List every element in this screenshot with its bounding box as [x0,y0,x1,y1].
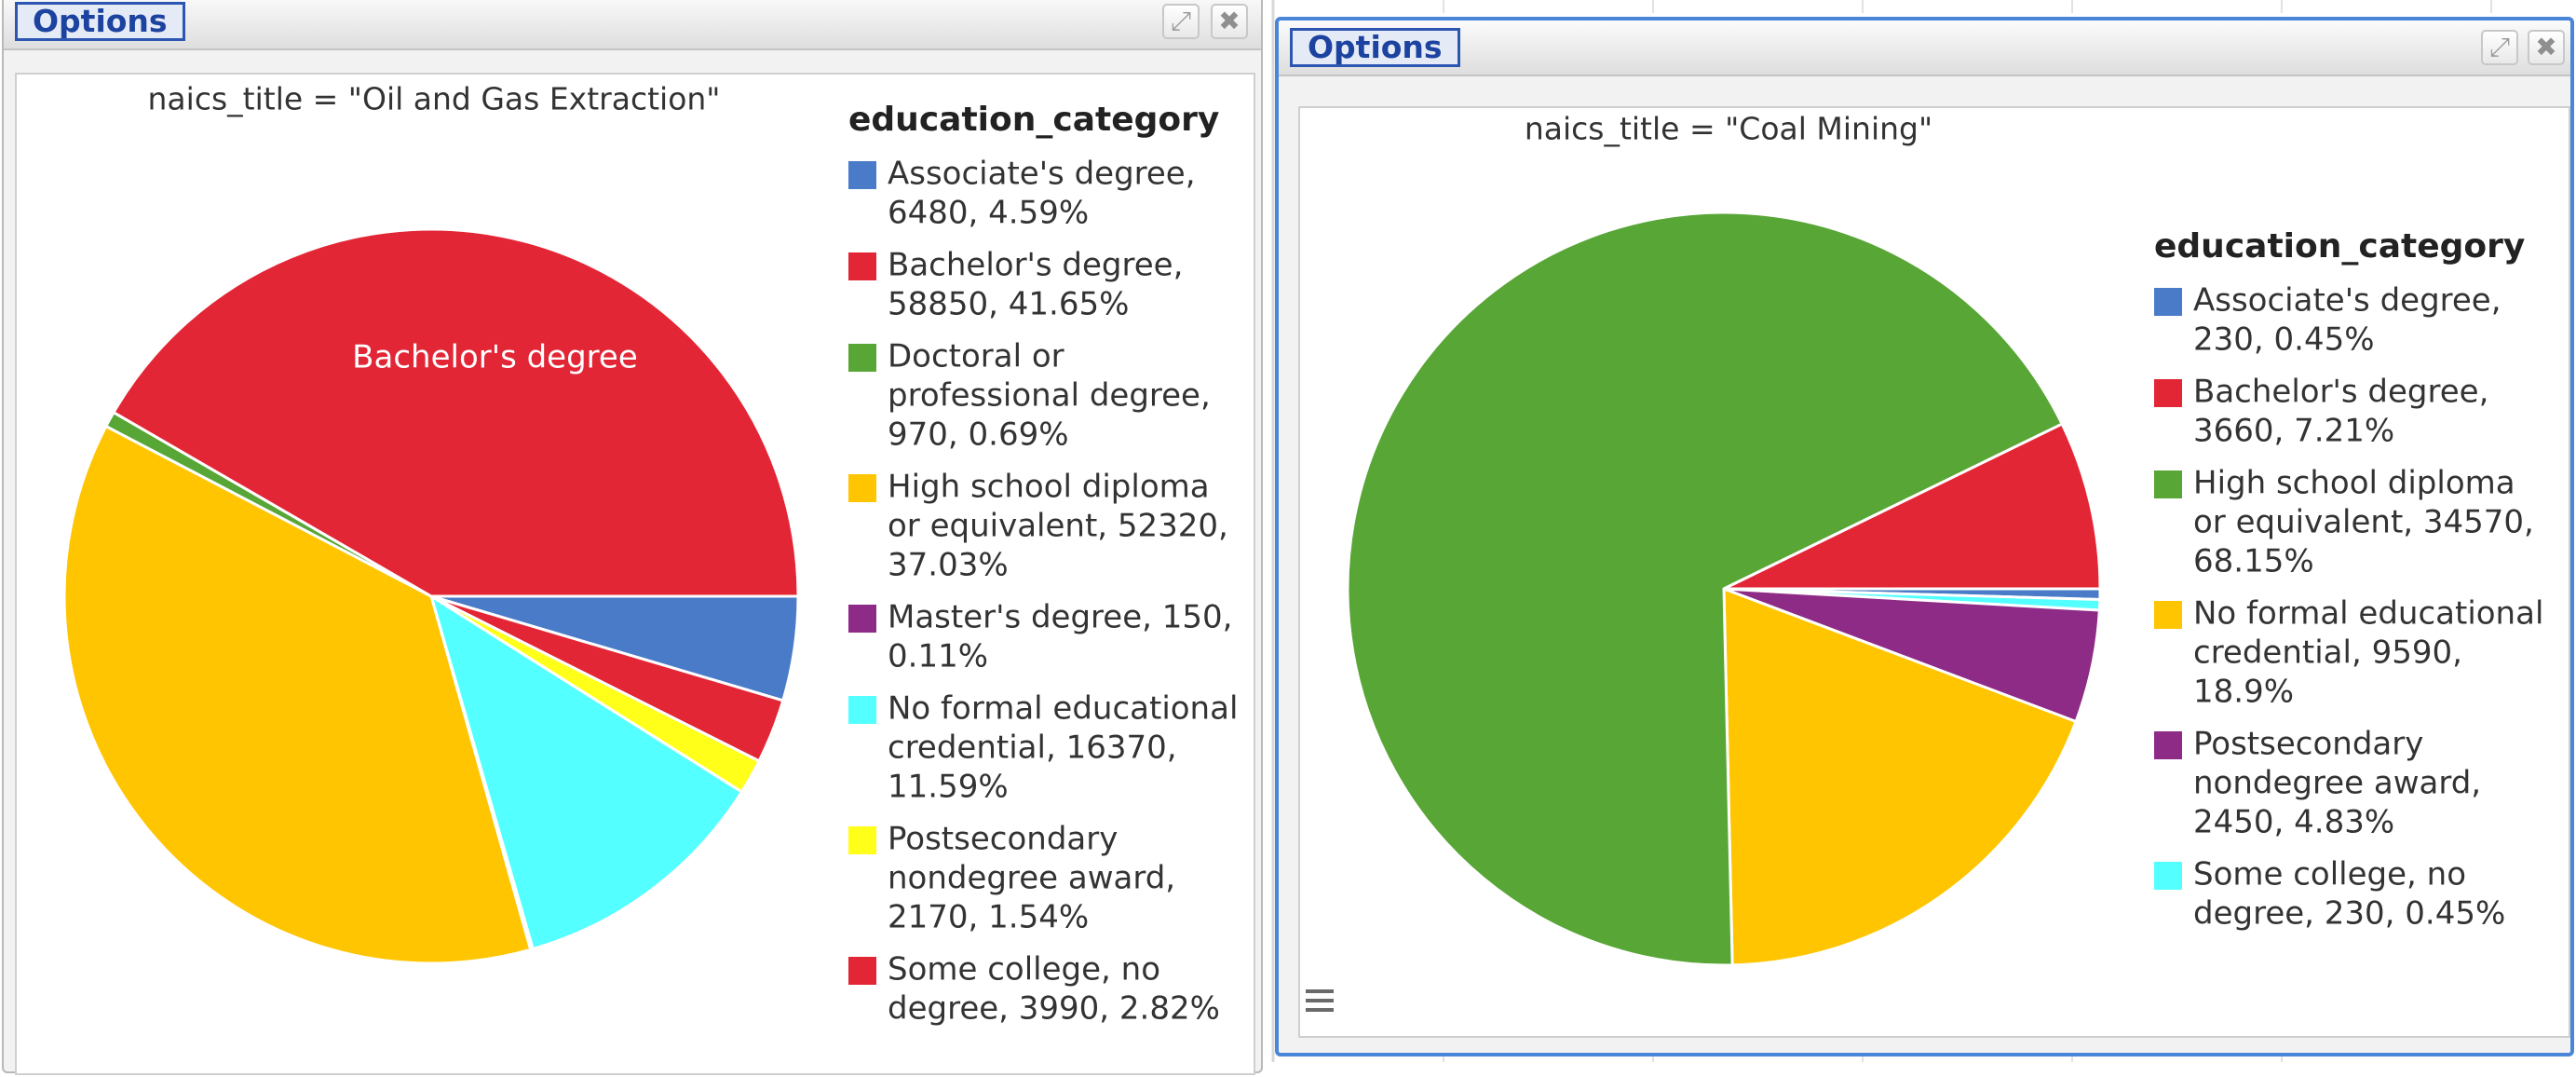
legend-swatch [848,252,876,280]
legend-swatch [848,605,876,633]
chart-area: naics_title = "Oil and Gas Extraction" Ba… [15,73,1255,1075]
chart-title: naics_title = "Coal Mining" [1525,111,1932,147]
chart-title: naics_title = "Oil and Gas Extraction" [148,81,721,117]
legend-label: Postsecondary [888,821,1118,858]
legend-label: Bachelor's degree, [888,247,1183,284]
chart-panel-coal-mining: Options ⤢ ✖ naics_title = "Coal Mining" e… [1275,17,2574,1057]
pie-slice-bachelor-s-degree[interactable] [1722,422,2102,591]
panel-header: Options ⤢ ✖ [1279,20,2570,76]
legend-label: 58850, 41.65% [888,286,1129,323]
legend-swatch [848,344,876,372]
legend-label: High school diploma [888,469,1210,506]
legend-label: 18.9% [2193,674,2294,711]
legend-label: Bachelor's degree, [2193,374,2488,411]
pie-slice-high-school-diploma-or-equivalent[interactable] [62,425,533,965]
legend-label: 0.11% [888,638,988,675]
legend-swatch [2154,288,2182,316]
legend-label: Postsecondary [2193,726,2423,763]
legend-label: 2170, 1.54% [888,899,1089,936]
legend-swatch [848,161,876,189]
legend-label: Doctoral or [888,338,1064,375]
legend-label: 6480, 4.59% [888,195,1089,232]
legend-label: 11.59% [888,769,1009,806]
options-button[interactable]: Options [1290,28,1460,67]
legend-label: 970, 0.69% [888,416,1069,454]
expand-icon[interactable]: ⤢ [1162,4,1200,39]
legend-label: No formal educational [2193,595,2543,633]
expand-icon[interactable]: ⤢ [2481,30,2518,65]
legend: education_category Associate's degree,648… [848,101,1238,1028]
pie-slice-no-formal-educational-credential[interactable] [1722,587,2078,967]
legend-item[interactable]: Bachelor's degree,3660, 7.21% [2154,374,2488,450]
legend-swatch [848,826,876,854]
legend-label: degree, 230, 0.45% [2193,895,2505,933]
legend: education_category Associate's degree,230… [2154,227,2543,933]
legend-swatch [2154,731,2182,759]
options-button[interactable]: Options [15,2,185,41]
legend-label: Some college, no [2193,856,2466,893]
legend-label: or equivalent, 34570, [2193,504,2534,541]
legend-label: Master's degree, 150, [888,599,1232,636]
legend-item[interactable]: Bachelor's degree,58850, 41.65% [848,247,1183,323]
pie-chart-coal-mining: naics_title = "Coal Mining" education_cat… [1346,111,2543,967]
pie-chart-oil-gas: naics_title = "Oil and Gas Extraction" Ba… [62,81,1238,1028]
hamburger-menu-icon[interactable] [1306,989,1334,1014]
legend-item[interactable]: Associate's degree,6480, 4.59% [848,156,1196,232]
legend-label: professional degree, [888,377,1211,415]
legend-swatch [2154,470,2182,498]
legend-swatch [848,696,876,724]
legend-swatch [848,957,876,985]
legend-label: nondegree award, [888,860,1175,897]
chart-area: naics_title = "Coal Mining" education_cat… [1298,106,2570,1038]
close-icon[interactable]: ✖ [2528,30,2565,65]
legend-label: degree, 3990, 2.82% [888,990,1220,1028]
legend-swatch [848,474,876,502]
legend-label: No formal educational [888,690,1238,728]
legend-label: nondegree award, [2193,765,2481,802]
legend-label: credential, 9590, [2193,634,2462,672]
legend-label: High school diploma [2193,465,2515,502]
legend-swatch [2154,862,2182,890]
legend-label: 3660, 7.21% [2193,413,2394,450]
legend-label: Associate's degree, [2193,282,2501,320]
legend-label: Associate's degree, [888,156,1196,193]
chart-panel-oil-gas: Options ⤢ ✖ naics_title = "Oil and Gas E… [2,0,1263,1075]
panel-header: Options ⤢ ✖ [4,0,1261,50]
legend-item[interactable]: Associate's degree,230, 0.45% [2154,282,2501,359]
slice-data-label: Bachelor's degree [352,339,638,376]
pie-slice-bachelor-s-degree[interactable] [112,227,800,598]
legend-label: credential, 16370, [888,729,1177,767]
legend-label: 37.03% [888,547,1009,584]
legend-label: 68.15% [2193,543,2314,580]
legend-title: education_category [2154,227,2525,266]
legend-swatch [2154,601,2182,629]
legend-label: or equivalent, 52320, [888,508,1228,545]
legend-swatch [2154,379,2182,407]
legend-label: 2450, 4.83% [2193,804,2394,841]
legend-label: Some college, no [888,951,1160,988]
legend-label: 230, 0.45% [2193,321,2375,359]
legend-item[interactable]: Master's degree, 150,0.11% [848,599,1232,675]
close-icon[interactable]: ✖ [1211,4,1248,39]
pie-slice-high-school-diploma-or-equivalent[interactable] [1346,211,2064,967]
legend-title: education_category [848,101,1219,139]
